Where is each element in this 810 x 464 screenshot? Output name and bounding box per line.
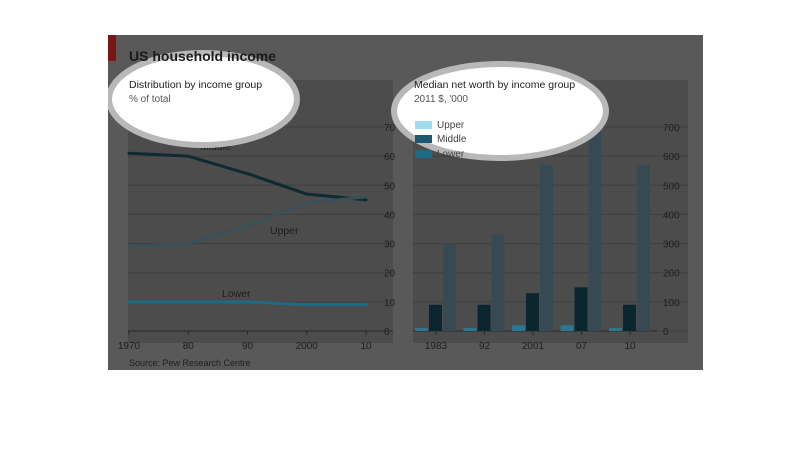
- source-note: Source: Pew Research Centre: [129, 358, 251, 368]
- line-point-lower: [365, 303, 367, 306]
- highlight-overlay: [108, 50, 609, 161]
- line-point-middle: [246, 172, 249, 175]
- right-x-tick-label: 1983: [425, 341, 448, 352]
- line-point-lower: [128, 301, 130, 303]
- left-y-tick-label: 60: [384, 152, 396, 163]
- legend-swatch-lower: [415, 150, 432, 158]
- right-x-tick-label: 92: [479, 341, 491, 352]
- bar-upper: [491, 234, 505, 331]
- line-label-upper: Upper: [270, 225, 299, 237]
- right-x-tick-label: 2001: [522, 341, 545, 352]
- left-y-tick-label: 10: [384, 298, 396, 309]
- bar-lower: [415, 328, 428, 331]
- chart-canvas: 01020304050607019708090200010MiddleUpper…: [118, 123, 688, 352]
- right-chart-subtitle: 2011 $, '000: [414, 94, 468, 105]
- highlight-blob-left: [108, 50, 300, 148]
- right-chart-title: Median net worth by income group: [414, 79, 576, 91]
- left-x-tick-label: 80: [183, 341, 195, 352]
- line-point-middle: [305, 193, 308, 195]
- line-point-upper: [246, 225, 249, 227]
- right-y-tick-label: 400: [663, 210, 680, 221]
- line-point-middle: [365, 199, 367, 201]
- bar-lower: [560, 325, 574, 331]
- right-y-tick-label: 100: [663, 298, 680, 309]
- left-y-tick-label: 70: [384, 123, 396, 134]
- right-y-tick-label: 700: [663, 123, 680, 134]
- line-point-middle: [187, 155, 190, 157]
- highlight-blob-right: [391, 61, 609, 161]
- legend-swatch-middle: [415, 135, 432, 143]
- right-y-tick-label: 600: [663, 152, 680, 163]
- left-x-tick-label: 1970: [118, 341, 141, 352]
- legend-label-upper: Upper: [437, 119, 465, 131]
- bar-middle: [623, 304, 636, 331]
- line-point-lower: [305, 303, 308, 306]
- right-y-tick-label: 0: [663, 327, 669, 338]
- left-chart-title: Distribution by income group: [129, 79, 263, 91]
- right-y-tick-label: 200: [663, 269, 680, 280]
- legend-item-lower: Lower: [415, 148, 464, 160]
- bar-lower: [609, 328, 622, 331]
- line-point-upper: [305, 201, 308, 204]
- left-y-tick-label: 20: [384, 269, 396, 280]
- bar-middle: [574, 287, 588, 331]
- chart-title: US household income: [129, 48, 277, 64]
- line-label-lower: Lower: [222, 288, 251, 300]
- bar-upper: [637, 164, 650, 331]
- line-point-lower: [187, 301, 190, 303]
- bar-upper: [588, 129, 602, 331]
- right-y-tick-label: 300: [663, 240, 680, 251]
- left-x-tick-label: 2000: [296, 341, 319, 352]
- bar-middle: [477, 304, 491, 331]
- left-x-tick-label: 10: [360, 341, 372, 352]
- bar-middle: [429, 304, 442, 331]
- legend-label-middle: Middle: [437, 133, 467, 145]
- line-point-middle: [128, 152, 130, 155]
- brand-tab: [108, 35, 116, 61]
- legend-item-middle: Middle: [415, 133, 466, 145]
- right-x-tick-label: 07: [576, 341, 588, 352]
- bar-lower: [463, 328, 477, 331]
- bar-lower: [512, 325, 525, 331]
- line-point-upper: [187, 242, 190, 245]
- left-y-tick-label: 40: [384, 210, 396, 221]
- line-point-lower: [246, 301, 249, 303]
- legend-item-upper: Upper: [415, 119, 464, 131]
- right-x-tick-label: 10: [624, 341, 636, 352]
- line-point-upper: [365, 196, 367, 198]
- chart-figure: 01020304050607019708090200010MiddleUpper…: [108, 35, 703, 370]
- left-y-tick-label: 0: [384, 327, 390, 338]
- legend-label-lower: Lower: [437, 148, 465, 160]
- left-x-tick-label: 90: [242, 341, 254, 352]
- left-y-tick-label: 50: [384, 181, 396, 192]
- left-y-tick-label: 30: [384, 240, 396, 251]
- line-point-upper: [128, 245, 130, 248]
- bar-middle: [526, 293, 539, 331]
- right-y-tick-label: 500: [663, 181, 680, 192]
- bar-upper: [540, 164, 553, 331]
- legend-swatch-upper: [415, 121, 432, 129]
- bar-upper: [443, 243, 456, 331]
- left-chart-subtitle: % of total: [129, 94, 171, 105]
